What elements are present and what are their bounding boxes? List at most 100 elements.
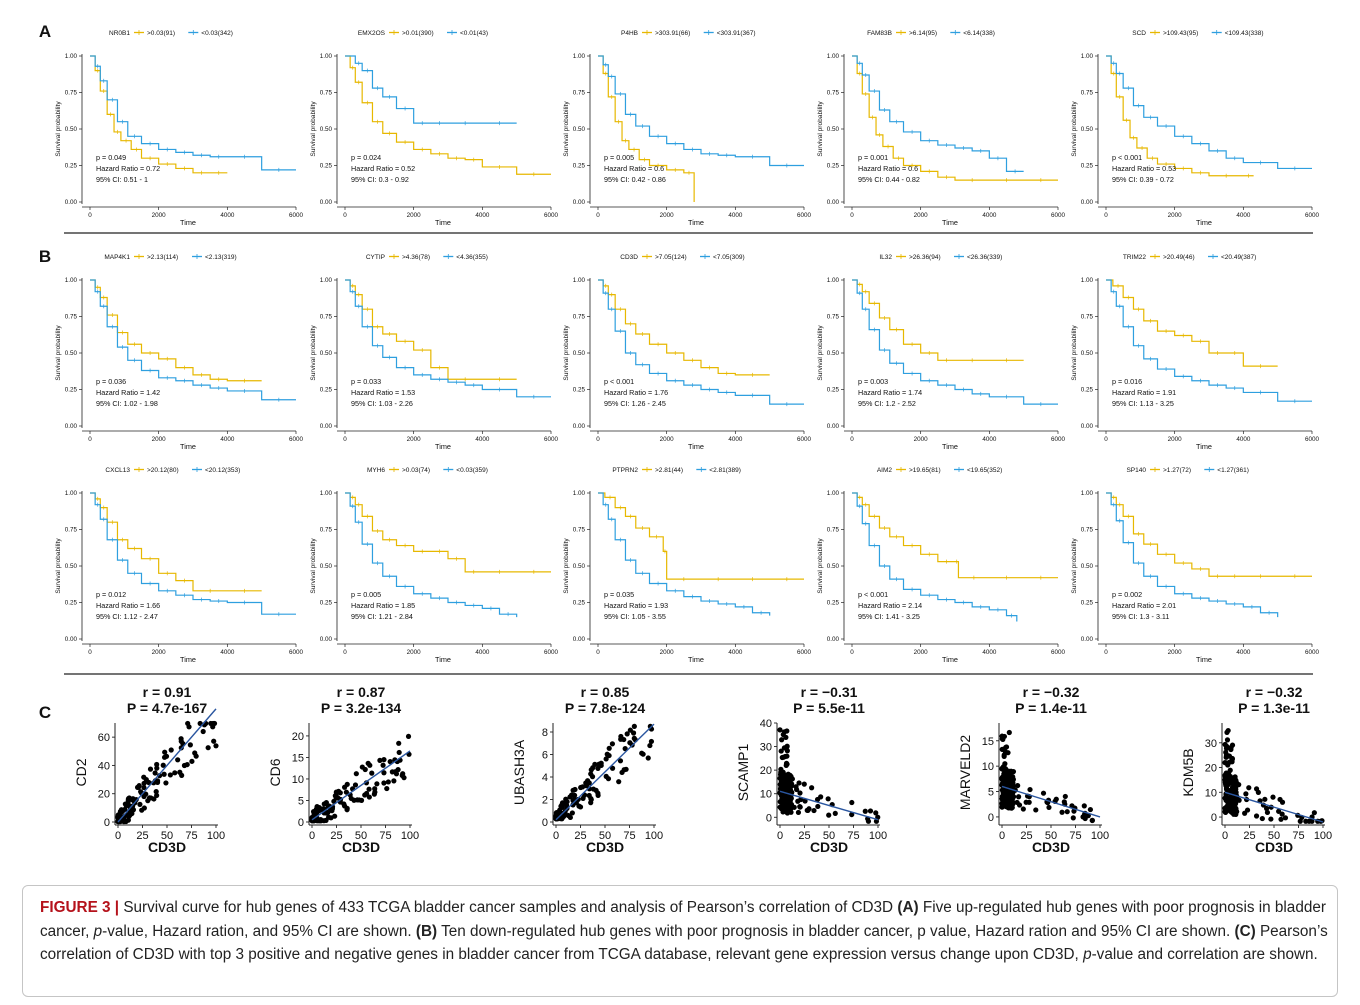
- confidence-interval-label: 95% CI: 1.21 - 2.84: [351, 612, 413, 621]
- y-tick-label: 40: [98, 760, 110, 772]
- legend-entry: <0.01(43): [460, 30, 488, 37]
- y-tick-label: 30: [1205, 738, 1217, 750]
- y-tick-label: 0.25: [320, 387, 333, 394]
- scatter-point: [1061, 799, 1067, 805]
- y-tick-label: 20: [760, 765, 772, 777]
- caption-box: [22, 885, 1338, 997]
- y-tick-label: 1.00: [320, 53, 333, 60]
- x-tick-label: 0: [850, 212, 854, 219]
- scatter-point: [359, 764, 365, 770]
- y-axis-label: Survival probability: [55, 538, 62, 594]
- scatter-point: [867, 808, 874, 814]
- km-panel-il32: IL32 >26.36(94) <26.36(339) 0.00 0.25 0.50 0.7…: [817, 254, 1065, 451]
- x-tick-label: 50: [161, 830, 173, 842]
- legend-entry: >6.14(95): [909, 30, 937, 37]
- x-axis-label: Time: [942, 218, 958, 227]
- scatter-panel-ubash3a: r = 0.85P = 7.8e-124 0 2 4 6 8 0 25 50 75 100 CD3D U…: [511, 684, 663, 855]
- y-tick-label: 0.00: [320, 636, 333, 643]
- y-tick-label: 0.00: [827, 636, 840, 643]
- y-axis-label: Survival probability: [55, 101, 62, 157]
- scatter-point: [781, 729, 788, 735]
- scatter-point: [154, 792, 160, 799]
- x-tick-label: 0: [88, 212, 92, 219]
- legend-entry: >1.27(72): [1163, 467, 1191, 474]
- y-tick-label: 1.00: [65, 53, 78, 60]
- y-tick-label: 60: [98, 732, 110, 744]
- scatter-point: [617, 758, 624, 764]
- y-axis-label: Survival probability: [563, 538, 570, 594]
- x-tick-label: 2000: [152, 212, 167, 219]
- x-tick-label: 25: [1243, 830, 1255, 842]
- survival-curve: [1106, 55, 1254, 177]
- scatter-point: [127, 812, 133, 818]
- x-axis-label: Time: [942, 655, 958, 664]
- scatter-point: [323, 810, 329, 816]
- y-tick-label: 0.25: [65, 600, 78, 607]
- x-tick-label: 0: [1104, 212, 1108, 219]
- y-tick-label: 0.25: [320, 163, 333, 170]
- x-tick-label: 2000: [152, 436, 167, 443]
- scatter-point: [387, 759, 393, 765]
- x-axis-label: Time: [180, 218, 196, 227]
- scatter-point: [1033, 807, 1039, 813]
- confidence-interval-label: 95% CI: 1.3 - 3.11: [1112, 612, 1169, 621]
- x-tick-label: 6000: [797, 649, 812, 656]
- km-panel-trim22: TRIM22 >20.49(46) <20.49(387) 0.00 0.25 0.50 0…: [1071, 254, 1319, 451]
- x-tick-label: 25: [330, 830, 342, 842]
- x-tick-label: 25: [1020, 830, 1032, 842]
- y-tick-label: 1.00: [320, 490, 333, 497]
- scatter-point: [369, 770, 375, 776]
- scatter-point: [1253, 813, 1260, 819]
- scatter-point: [1246, 785, 1252, 791]
- x-axis-label: CD3D: [1032, 839, 1070, 855]
- x-tick-label: 6000: [544, 649, 559, 656]
- x-axis-label: Time: [688, 655, 704, 664]
- y-axis-label: SCAMP1: [735, 744, 751, 802]
- y-axis-label: Survival probability: [1071, 101, 1078, 157]
- scatter-point: [999, 736, 1005, 742]
- y-tick-label: 0.25: [573, 600, 586, 607]
- scatter-point: [1262, 796, 1268, 802]
- y-tick-label: 0.50: [573, 563, 586, 570]
- scatter-point: [1243, 791, 1249, 797]
- x-axis-label: Time: [435, 655, 451, 664]
- x-tick-label: 0: [596, 212, 600, 219]
- x-axis-label: Time: [180, 442, 196, 451]
- hazard-ratio-label: Hazard Ratio = 2.01: [1112, 601, 1176, 610]
- scatter-point: [1233, 778, 1239, 784]
- scatter-point: [647, 742, 653, 749]
- y-axis-label: Survival probability: [1071, 325, 1078, 381]
- legend-entry: >0.03(91): [147, 30, 175, 37]
- y-tick-label: 0.50: [1081, 350, 1094, 357]
- legend-entry: >109.43(95): [1163, 30, 1198, 37]
- figure-canvas: A B C NR0B1 >0.03(91) <0.03(342) 0.00 0.25 0.50 0…: [39, 22, 1332, 855]
- scatter-point: [167, 772, 173, 778]
- scatter-point: [363, 790, 370, 797]
- y-tick-label: 0.50: [320, 126, 333, 133]
- scatter-point: [1253, 786, 1260, 792]
- figure-caption: FIGURE 3 | Survival curve for hub genes …: [40, 896, 1330, 967]
- y-tick-label: 0.75: [65, 314, 78, 321]
- confidence-interval-label: 95% CI: 1.03 - 2.26: [351, 399, 413, 408]
- scatter-point: [622, 746, 628, 752]
- scatter-point: [1059, 809, 1065, 815]
- scatter-point: [631, 723, 637, 729]
- x-tick-label: 75: [623, 830, 635, 842]
- confidence-interval-label: 95% CI: 1.41 - 3.25: [858, 612, 920, 621]
- y-axis-label: Survival probability: [310, 325, 317, 381]
- correlation-p-label: P = 1.4e-11: [1015, 700, 1087, 716]
- x-tick-label: 0: [343, 212, 347, 219]
- x-axis-label: CD3D: [586, 839, 624, 855]
- y-tick-label: 0.00: [65, 199, 78, 206]
- scatter-point: [352, 782, 359, 788]
- y-axis-label: Survival probability: [55, 325, 62, 381]
- scatter-point: [559, 800, 566, 806]
- y-tick-label: 0.50: [573, 126, 586, 133]
- x-tick-label: 4000: [982, 212, 997, 219]
- y-tick-label: 0.50: [65, 563, 78, 570]
- scatter-point: [627, 727, 633, 733]
- x-tick-label: 4000: [475, 212, 490, 219]
- x-tick-label: 6000: [1051, 649, 1066, 656]
- x-axis-label: Time: [942, 442, 958, 451]
- regression-line: [779, 790, 879, 821]
